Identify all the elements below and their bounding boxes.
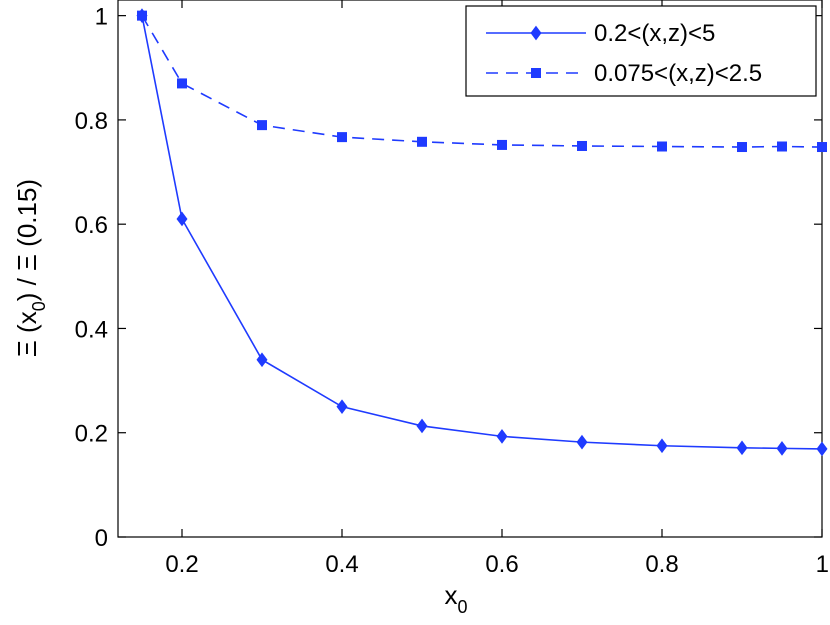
- legend-label: 0.075<(x,z)<2.5: [594, 60, 762, 87]
- data-point: [336, 399, 348, 414]
- data-point: [577, 140, 587, 151]
- data-point: [656, 438, 668, 454]
- legend-box: [465, 5, 817, 97]
- data-point: [417, 136, 427, 147]
- y-axis-label: Ξ (x0) / Ξ (0.15): [12, 179, 49, 357]
- data-point: [257, 120, 267, 131]
- series-layer: [136, 8, 828, 457]
- x-tick-label: 1: [816, 551, 829, 578]
- y-tick-label: 1: [95, 4, 108, 31]
- x-tick-label: 0.8: [645, 551, 678, 578]
- data-point: [176, 211, 188, 227]
- data-point: [416, 418, 428, 434]
- legend-marker: [531, 68, 541, 78]
- data-point: [337, 132, 347, 143]
- data-point: [497, 139, 507, 150]
- legend-marker: [530, 25, 542, 41]
- data-point: [256, 352, 268, 368]
- data-point: [736, 440, 748, 456]
- data-point: [137, 10, 147, 21]
- x-tick-label: 0.2: [165, 551, 198, 578]
- y-tick-label: 0.6: [75, 212, 108, 239]
- x-tick-label: 0.4: [325, 551, 358, 578]
- legend-entry-1: 0.2<(x,z)<5: [486, 20, 715, 47]
- tick-labels: 0.2 0.4 0.6 0.8 1 0 0.2 0.4 0.6 0.8 1: [75, 4, 829, 578]
- y-tick-label: 0: [95, 525, 108, 552]
- series-1: [136, 8, 828, 457]
- legend: 0.2<(x,z)<5 0.075<(x,z)<2.5: [465, 5, 817, 97]
- y-tick-label: 0.8: [75, 108, 108, 135]
- data-point: [816, 441, 828, 457]
- x-tick-label: 0.6: [485, 551, 518, 578]
- legend-entry-2: 0.075<(x,z)<2.5: [486, 60, 762, 87]
- data-point: [776, 441, 788, 456]
- y-tick-label: 0.4: [75, 316, 108, 343]
- y-tick-label: 0.2: [75, 421, 108, 448]
- data-point: [496, 429, 508, 444]
- data-point: [817, 142, 827, 153]
- tick-marks: [118, 0, 823, 538]
- data-point: [177, 78, 187, 89]
- x-axis-label: x0: [444, 580, 467, 617]
- legend-label: 0.2<(x,z)<5: [594, 20, 715, 47]
- data-point: [737, 142, 747, 153]
- series-2: [137, 10, 827, 153]
- data-point: [777, 141, 787, 152]
- data-point: [576, 434, 588, 450]
- data-point: [657, 141, 667, 152]
